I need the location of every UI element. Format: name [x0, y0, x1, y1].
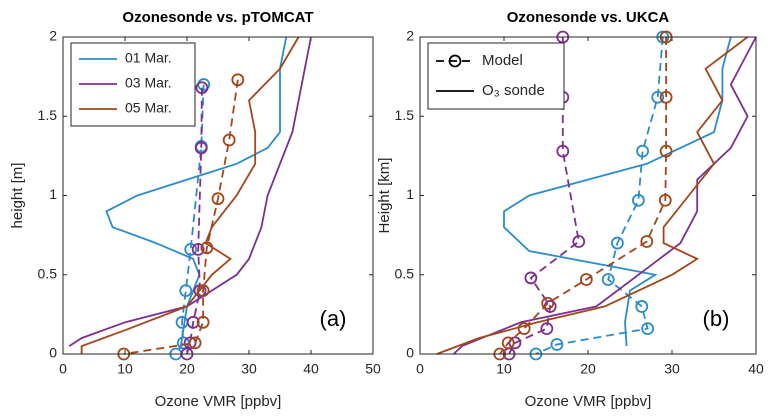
- x-tick-label: 50: [365, 361, 381, 377]
- x-tick-label: 20: [580, 361, 596, 377]
- model-point: [659, 90, 673, 104]
- panel-annotation: (b): [703, 306, 730, 331]
- x-axis-label: Ozone VMR [ppbv]: [525, 393, 652, 410]
- x-tick-label: 40: [748, 361, 764, 377]
- legend-label: 05 Mar.: [125, 100, 172, 116]
- chart-title: Ozonesonde vs. pTOMCAT: [122, 9, 313, 26]
- legend-label: 01 Mar.: [125, 50, 172, 66]
- x-tick-label: 30: [241, 361, 257, 377]
- x-axis-label: Ozone VMR [ppbv]: [155, 393, 282, 410]
- model-point: [579, 273, 593, 286]
- model-point: [191, 242, 205, 256]
- x-tick-label: 10: [117, 361, 133, 377]
- model-point: [636, 144, 649, 158]
- model-point: [196, 284, 210, 298]
- y-tick-label: 2: [49, 28, 57, 44]
- legend-box: [427, 42, 565, 110]
- model-line: [123, 79, 239, 355]
- x-tick-label: 0: [59, 361, 67, 377]
- legend-marker: [448, 54, 462, 68]
- model-point: [659, 144, 673, 158]
- sonde-line: [503, 36, 732, 347]
- y-axis-label: Height [km]: [376, 158, 393, 234]
- y-tick-label: 0: [406, 345, 414, 361]
- model-point: [601, 273, 615, 286]
- panel-annotation: (a): [320, 306, 347, 331]
- y-tick-label: 1.5: [395, 107, 415, 123]
- model-point: [524, 271, 538, 285]
- model-point: [231, 73, 245, 87]
- model-point: [541, 296, 555, 310]
- legend-label: O₃ sonde: [482, 82, 545, 99]
- model-point: [641, 322, 655, 336]
- sonde-line: [436, 36, 749, 355]
- y-tick-label: 0.5: [38, 265, 58, 281]
- model-point: [184, 242, 198, 256]
- x-tick-label: 0: [416, 361, 424, 377]
- model-point: [572, 235, 586, 248]
- model-point: [222, 133, 236, 147]
- legend-label: 03 Mar.: [125, 75, 172, 91]
- model-point: [635, 300, 649, 313]
- y-tick-label: 2: [406, 28, 414, 44]
- y-tick-label: 1.5: [38, 107, 58, 123]
- axes-box: [419, 36, 757, 355]
- model-point: [632, 193, 645, 207]
- x-tick-label: 30: [664, 361, 680, 377]
- model-point: [658, 193, 672, 207]
- sonde-line: [452, 36, 757, 355]
- x-tick-label: 10: [496, 361, 512, 377]
- y-tick-label: 1: [406, 186, 414, 202]
- model-point: [200, 241, 214, 255]
- model-point: [556, 144, 570, 158]
- model-point: [550, 338, 564, 351]
- chart-title: Ozonesonde vs. UKCA: [507, 9, 670, 26]
- model-point: [186, 315, 200, 329]
- y-tick-label: 0: [49, 345, 57, 361]
- model-point: [611, 236, 624, 250]
- model-point: [195, 81, 209, 95]
- model-point: [640, 235, 654, 248]
- model-point: [188, 336, 202, 350]
- y-axis-label: height [m]: [9, 163, 26, 229]
- y-tick-label: 1: [49, 186, 57, 202]
- sonde-line: [105, 36, 288, 347]
- legend: 01 Mar. 03 Mar. 05 Mar.: [70, 42, 196, 127]
- y-tick-label: 0.5: [395, 265, 415, 281]
- legend-label: Model: [482, 52, 523, 69]
- axes-box: [62, 36, 374, 355]
- model-point: [194, 141, 208, 155]
- sonde-line: [68, 36, 312, 347]
- x-tick-label: 40: [303, 361, 319, 377]
- model-line: [508, 37, 580, 355]
- model-point: [196, 315, 210, 329]
- model-point: [211, 192, 225, 206]
- model-point: [501, 336, 515, 350]
- sonde-line: [80, 36, 300, 354]
- legend: Model O₃ sonde: [427, 42, 565, 110]
- model-point: [540, 322, 554, 336]
- model-point: [179, 284, 193, 298]
- model-line: [499, 37, 667, 355]
- model-point: [651, 90, 665, 104]
- x-tick-label: 20: [179, 361, 195, 377]
- model-point: [517, 322, 531, 336]
